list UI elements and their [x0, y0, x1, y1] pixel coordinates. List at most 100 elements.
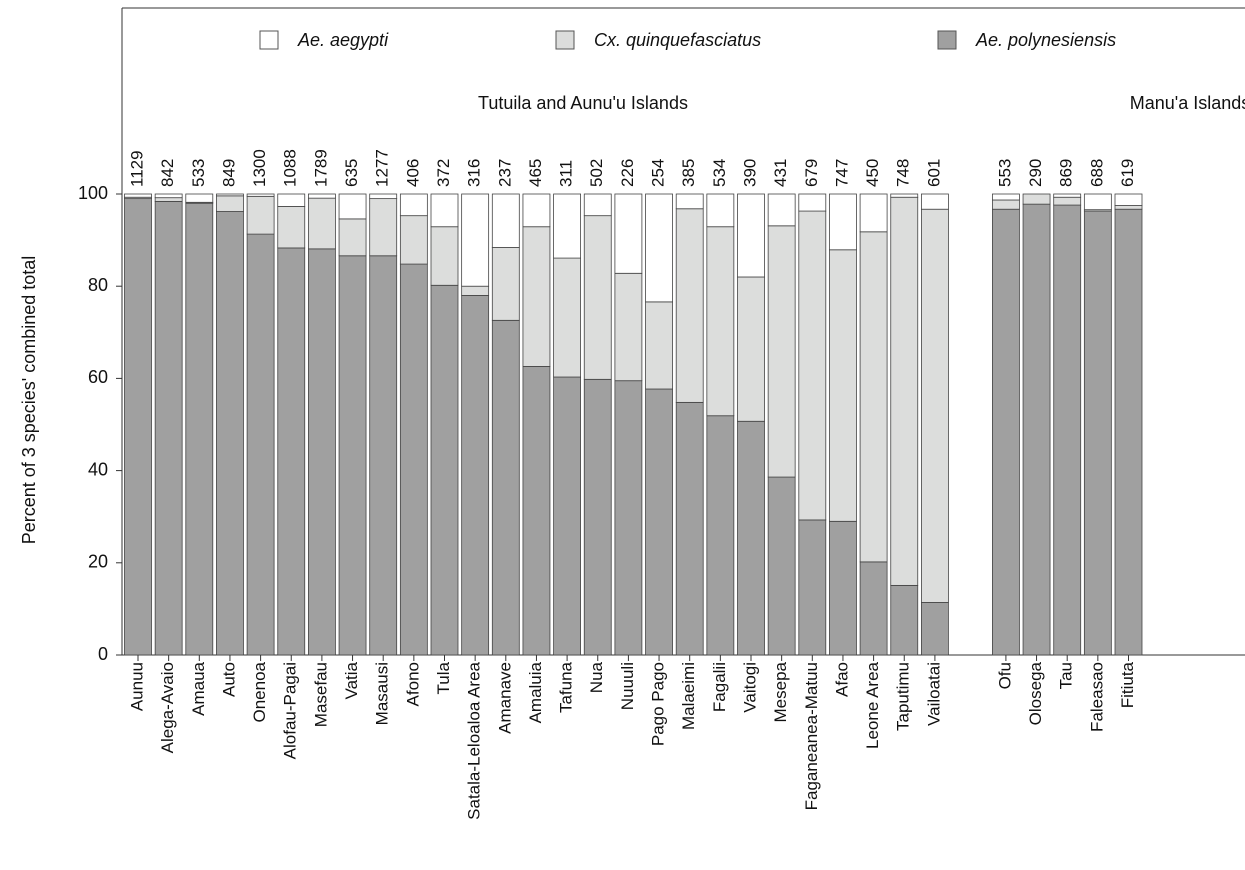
x-tick-label: Vailoatai	[924, 662, 943, 726]
bar-segment	[859, 231, 888, 563]
bar-segment	[1053, 196, 1082, 206]
total-label: 1277	[373, 149, 392, 187]
legend-label: Ae. polynesiensis	[975, 30, 1116, 50]
bar-segment	[154, 193, 183, 199]
bar-segment	[675, 208, 704, 403]
total-label: 748	[894, 159, 913, 187]
legend-swatch	[937, 30, 957, 50]
bar-segment	[767, 193, 796, 227]
x-tick-label: Tau	[1057, 662, 1076, 689]
bar-segment	[277, 193, 306, 207]
bar-segment	[859, 561, 888, 656]
total-label: 1088	[281, 149, 300, 187]
bar-segment	[1114, 193, 1143, 206]
bar-segment	[767, 476, 796, 656]
x-tick-label: Afono	[403, 662, 422, 706]
bar-segment	[338, 193, 367, 220]
total-label: 372	[434, 159, 453, 187]
bar-segment	[246, 195, 275, 235]
x-tick-label: Malaeimi	[679, 662, 698, 730]
total-label: 869	[1057, 159, 1076, 187]
x-tick-label: Onenoa	[250, 661, 269, 722]
total-label: 1129	[127, 150, 146, 187]
bar-segment	[553, 376, 581, 656]
x-tick-label: Tafuna	[557, 661, 576, 713]
x-tick-label: Satala-Leloaloa Area	[465, 661, 484, 819]
bar-segment	[1053, 193, 1082, 198]
total-label: 385	[679, 159, 698, 187]
y-tick-label: 80	[88, 275, 108, 295]
legend-swatch	[259, 30, 279, 50]
bar-segment	[369, 198, 398, 257]
x-tick-label: Vaitogi	[740, 662, 759, 713]
bar-segment	[614, 193, 643, 274]
bar-segment	[216, 195, 244, 212]
bar-segment	[675, 193, 704, 210]
bar-segment	[1114, 205, 1143, 210]
total-label: 533	[189, 159, 208, 187]
bar-segment	[921, 602, 949, 656]
bar-segment	[583, 193, 612, 217]
x-tick-label: Amanave	[495, 662, 514, 734]
bar-segment	[921, 193, 949, 210]
total-label: 747	[832, 159, 851, 187]
x-tick-label: Faganeanea-Matuu	[802, 662, 821, 810]
bar-segment	[154, 200, 183, 656]
bar-segment	[645, 193, 673, 303]
bar-segment	[461, 193, 490, 287]
bar-segment	[277, 247, 306, 656]
bar-segment	[369, 255, 398, 656]
bar-segment	[890, 196, 919, 586]
bar-segment	[338, 218, 367, 257]
x-tick-label: Amaluia	[526, 661, 545, 723]
bar-segment	[522, 193, 551, 228]
bar-segment	[890, 193, 919, 198]
bar-segment	[706, 415, 735, 656]
x-tick-label: Afao	[832, 662, 851, 697]
bar-segment	[798, 193, 827, 212]
bar-segment	[706, 226, 735, 417]
total-label: 237	[495, 159, 514, 187]
bar-segment	[706, 193, 735, 228]
bar-segment	[645, 388, 673, 656]
legend-label: Cx. quinquefasciatus	[594, 30, 761, 50]
bar-segment	[859, 193, 888, 233]
x-tick-label: Faleasao	[1087, 662, 1106, 732]
bar-segment	[798, 519, 827, 656]
bar-segment	[1083, 193, 1112, 211]
y-tick-label: 40	[88, 459, 108, 479]
y-tick-label: 20	[88, 552, 108, 572]
x-tick-label: Mesepa	[771, 661, 790, 722]
x-tick-label: Tula	[434, 661, 453, 694]
bar-segment	[1022, 193, 1051, 205]
bar-segment	[675, 401, 704, 656]
total-label: 502	[587, 159, 606, 187]
y-tick-label: 100	[78, 183, 108, 203]
total-label: 619	[1118, 159, 1137, 187]
total-label: 534	[710, 159, 729, 187]
bar-segment	[369, 193, 398, 200]
x-tick-label: Auto	[219, 662, 238, 697]
bar-segment	[461, 295, 490, 656]
bar-segment	[399, 193, 428, 217]
bar-segment	[614, 272, 643, 382]
bar-segment	[583, 215, 612, 380]
total-label: 431	[771, 159, 790, 187]
total-label: 290	[1026, 159, 1045, 187]
total-label: 390	[740, 159, 759, 187]
bar-segment	[124, 193, 152, 198]
x-tick-label: Alofau-Pagai	[281, 662, 300, 759]
total-label: 311	[557, 160, 576, 187]
bar-segment	[737, 276, 765, 422]
bar-segment	[430, 193, 459, 228]
total-label: 1300	[250, 149, 269, 187]
bar-segment	[307, 248, 336, 656]
total-label: 842	[158, 159, 177, 187]
total-label: 849	[219, 159, 238, 187]
bar-segment	[737, 420, 765, 656]
x-tick-label: Amaua	[189, 661, 208, 715]
x-tick-label: Taputimu	[894, 662, 913, 731]
bar-segment	[216, 211, 244, 656]
total-label: 406	[403, 159, 422, 187]
